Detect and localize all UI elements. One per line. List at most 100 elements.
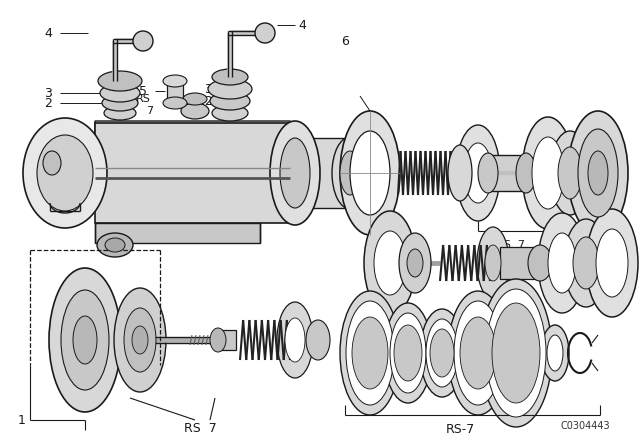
Ellipse shape [454, 301, 502, 405]
Ellipse shape [350, 131, 390, 215]
Text: RS-7: RS-7 [445, 422, 475, 435]
Text: 7: 7 [147, 106, 154, 116]
Ellipse shape [568, 111, 628, 235]
Ellipse shape [340, 111, 400, 235]
Ellipse shape [23, 118, 107, 228]
Ellipse shape [464, 143, 492, 203]
Text: 3: 3 [204, 82, 212, 95]
Ellipse shape [183, 93, 207, 105]
Ellipse shape [399, 233, 431, 293]
Ellipse shape [100, 84, 140, 102]
Ellipse shape [163, 97, 187, 109]
Text: 4: 4 [298, 18, 306, 31]
Ellipse shape [596, 229, 628, 297]
Ellipse shape [448, 145, 472, 201]
Ellipse shape [492, 303, 540, 403]
Ellipse shape [102, 95, 138, 111]
Ellipse shape [477, 227, 509, 299]
Ellipse shape [37, 135, 93, 211]
Ellipse shape [547, 335, 563, 371]
Ellipse shape [346, 301, 394, 405]
Ellipse shape [478, 153, 498, 193]
Ellipse shape [486, 289, 546, 417]
Text: 6: 6 [341, 34, 349, 47]
Ellipse shape [181, 103, 209, 119]
Ellipse shape [538, 213, 586, 313]
Ellipse shape [588, 151, 608, 195]
Polygon shape [95, 121, 305, 133]
Ellipse shape [550, 131, 590, 215]
Bar [167, 81, 183, 103]
Ellipse shape [384, 303, 432, 403]
Ellipse shape [98, 71, 142, 91]
Ellipse shape [332, 137, 368, 209]
Ellipse shape [208, 79, 252, 99]
Text: RS  7: RS 7 [184, 422, 216, 435]
Ellipse shape [426, 319, 458, 387]
Ellipse shape [97, 233, 133, 257]
Ellipse shape [277, 302, 313, 378]
Ellipse shape [394, 325, 422, 381]
Bar [280, 138, 350, 208]
Text: 5: 5 [139, 85, 147, 98]
Ellipse shape [564, 219, 608, 307]
Ellipse shape [133, 31, 153, 51]
Ellipse shape [390, 313, 426, 393]
Ellipse shape [210, 328, 226, 352]
Text: 2: 2 [204, 95, 212, 108]
Ellipse shape [532, 137, 564, 209]
Text: RS: RS [136, 94, 150, 104]
Ellipse shape [340, 291, 400, 415]
Ellipse shape [420, 309, 464, 397]
Ellipse shape [285, 318, 305, 362]
Bar [500, 247, 540, 279]
Ellipse shape [104, 106, 136, 120]
Bar [95, 123, 295, 223]
Ellipse shape [163, 75, 187, 87]
Ellipse shape [73, 316, 97, 364]
Ellipse shape [578, 129, 618, 217]
Bar [218, 330, 236, 350]
Ellipse shape [132, 326, 148, 354]
Ellipse shape [586, 209, 638, 317]
Ellipse shape [460, 317, 496, 389]
Polygon shape [95, 223, 260, 243]
Text: 4: 4 [44, 26, 52, 39]
Ellipse shape [485, 245, 501, 281]
Ellipse shape [255, 23, 275, 43]
Text: 3: 3 [44, 86, 52, 99]
Text: 2: 2 [44, 96, 52, 109]
Ellipse shape [212, 105, 248, 121]
Bar [488, 155, 526, 191]
Text: 1: 1 [18, 414, 26, 426]
Ellipse shape [516, 153, 536, 193]
Ellipse shape [522, 117, 574, 229]
Ellipse shape [124, 308, 156, 372]
Ellipse shape [364, 211, 416, 315]
Ellipse shape [558, 147, 582, 199]
Ellipse shape [270, 121, 320, 225]
Ellipse shape [528, 245, 552, 281]
Ellipse shape [43, 151, 61, 175]
Ellipse shape [280, 138, 310, 208]
Ellipse shape [541, 325, 569, 381]
Ellipse shape [456, 125, 500, 221]
Ellipse shape [407, 249, 423, 277]
Ellipse shape [340, 151, 360, 195]
Ellipse shape [548, 233, 576, 293]
Ellipse shape [573, 237, 599, 289]
Ellipse shape [306, 320, 330, 360]
Ellipse shape [49, 268, 121, 412]
Ellipse shape [61, 290, 109, 390]
Ellipse shape [430, 329, 454, 377]
Ellipse shape [114, 288, 166, 392]
Ellipse shape [352, 317, 388, 389]
Text: C0304443: C0304443 [561, 421, 610, 431]
Text: RS  7: RS 7 [495, 240, 525, 250]
Ellipse shape [105, 238, 125, 252]
Ellipse shape [212, 69, 248, 85]
Ellipse shape [448, 291, 508, 415]
Ellipse shape [374, 231, 406, 295]
Ellipse shape [480, 279, 552, 427]
Ellipse shape [210, 92, 250, 110]
